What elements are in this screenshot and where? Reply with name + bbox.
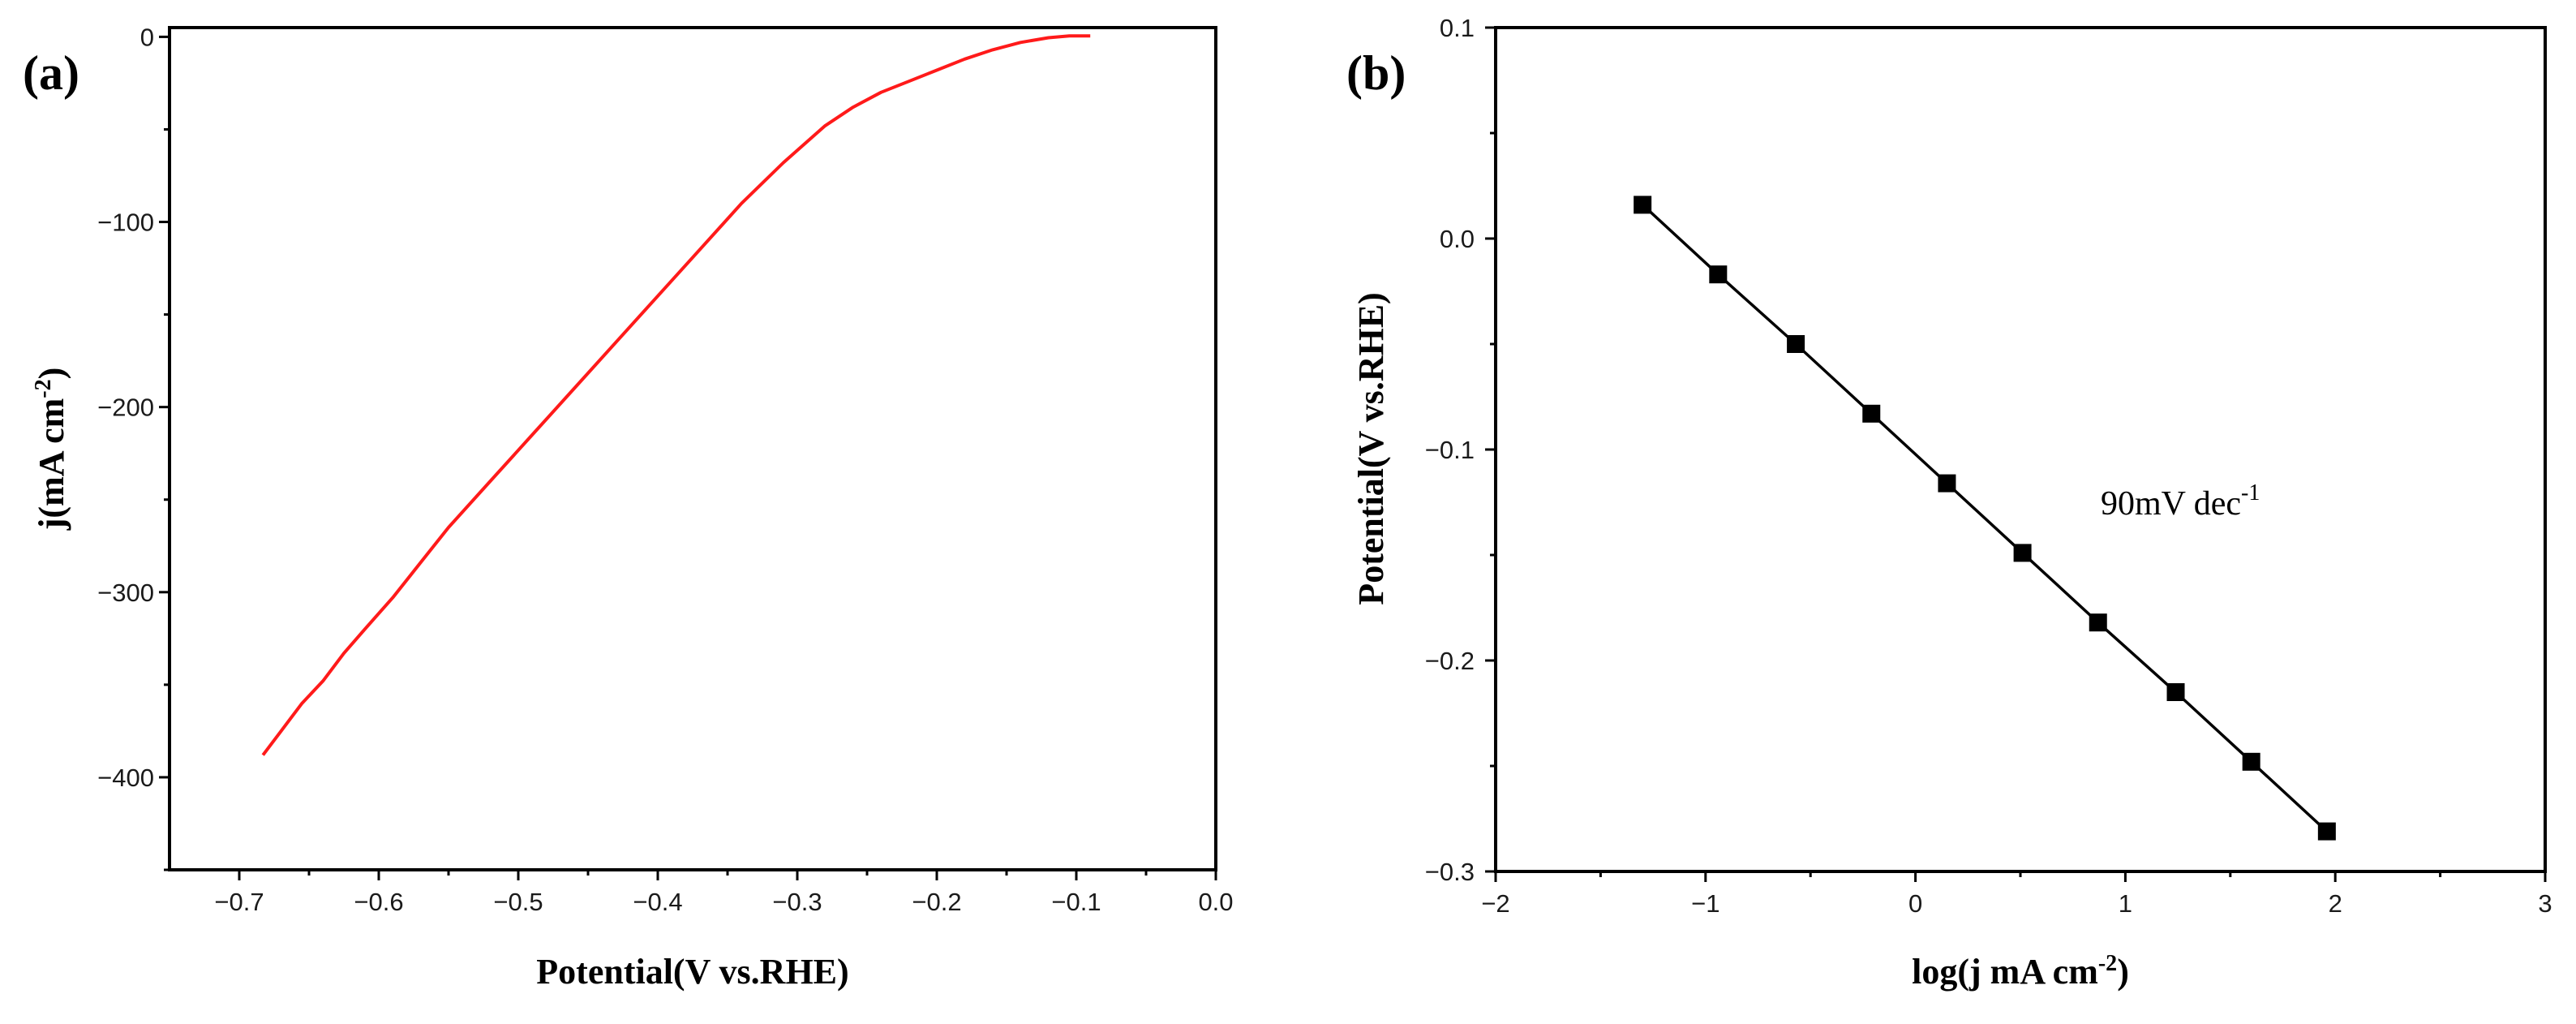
- panel-a-y-tick-label: −300: [97, 579, 154, 607]
- panel-b-slope-annotation: 90mV dec-1: [2101, 480, 2260, 523]
- panel-b-y-axis-title: Potential(V vs.RHE): [1351, 292, 1391, 605]
- panel-a-plot-frame: [168, 26, 1217, 871]
- panel-b-y-tick-label: 0.0: [1440, 225, 1475, 253]
- panel-b-x-tick-label: −2: [1481, 889, 1509, 918]
- panel-b-y-tick-label: −0.1: [1425, 436, 1475, 464]
- panel-b-series-line: [1642, 204, 2328, 833]
- panel-a-x-tick-label: −0.3: [772, 888, 822, 916]
- panel-b-data-point: [1634, 196, 1652, 214]
- panel-b-plot-frame: [1494, 26, 2547, 873]
- panel-b-y-tick-label: 0.1: [1440, 14, 1475, 42]
- panel-b-x-tick-label: 3: [2538, 889, 2552, 918]
- panel-a-x-axis-title: Potential(V vs.RHE): [536, 952, 848, 992]
- panel-b-y-ticks: 0.1 0.0 −0.1 −0.2 −0.3: [1425, 14, 1496, 886]
- panel-b-series: [1634, 196, 2336, 841]
- panel-a-x-tick-label: −0.2: [912, 888, 961, 916]
- panel-b-x-tick-label: 2: [2329, 889, 2342, 918]
- panel-b-data-point: [1862, 404, 1881, 423]
- panel-a-y-axis-title: j(mA cm-2): [31, 368, 71, 531]
- panel-b-x-title-sup: -2: [2098, 951, 2117, 976]
- panel-a-x-tick-label: −0.5: [493, 888, 543, 916]
- panel-b-data-point: [2242, 752, 2260, 771]
- panel-a-y-title-tail: ): [32, 368, 71, 380]
- panel-a-y-tick-label: −200: [97, 394, 154, 422]
- panel-b-y-tick-label: −0.2: [1425, 647, 1475, 675]
- panel-b-x-title-tail: ): [2117, 952, 2129, 992]
- panel-b: (b) −2 −1 0 1 2 3 0.1 0.0 −0.1 −0.2 −0.3 90mV dec…: [1346, 14, 2552, 992]
- panel-a-x-ticks: −0.7 −0.6 −0.5 −0.4 −0.3 −0.2 −0.1 0.0: [214, 870, 1234, 916]
- panel-b-data-point: [1709, 265, 1728, 284]
- panel-a-x-tick-label: −0.7: [214, 888, 264, 916]
- panel-b-data-point: [2166, 683, 2185, 701]
- panel-b-x-title-main: log(j mA cm: [1912, 952, 2098, 992]
- panel-a-y-tick-label: −100: [97, 209, 154, 237]
- panel-a-y-title-main: j(mA cm: [32, 398, 71, 531]
- panel-a-x-tick-label: −0.4: [633, 888, 682, 916]
- panel-b-annotation-main: 90mV dec: [2101, 485, 2241, 523]
- panel-b-data-point: [2089, 613, 2107, 632]
- panel-b-annotation-sup: -1: [2241, 480, 2260, 506]
- panel-a-series-line: [261, 34, 1091, 756]
- panel-a-label: (a): [23, 46, 79, 100]
- panel-a-series: [261, 34, 1091, 756]
- panel-b-data-point: [2317, 822, 2336, 841]
- panel-a-y-title-sup: -2: [31, 379, 56, 398]
- panel-a-y-tick-label: −400: [97, 764, 154, 792]
- panel-b-label: (b): [1346, 46, 1406, 100]
- panel-a-y-ticks: 0 −100 −200 −300 −400: [97, 23, 170, 871]
- panel-b-x-ticks: −2 −1 0 1 2 3: [1481, 871, 2552, 918]
- panel-a-x-tick-label: 0.0: [1198, 888, 1233, 916]
- panel-b-x-tick-label: −1: [1691, 889, 1719, 918]
- panel-a-x-tick-label: −0.6: [354, 888, 403, 916]
- panel-b-data-point: [2013, 544, 2032, 562]
- panel-b-y-tick-label: −0.3: [1425, 858, 1475, 886]
- panel-b-data-point: [1787, 335, 1805, 353]
- panel-a: (a) −0.7 −0.6 −0.5 −0.4 −0.3 −0.2 −0.1 0.0 0 −10…: [23, 23, 1234, 992]
- panel-b-x-tick-label: 1: [2119, 889, 2132, 918]
- panel-b-x-axis-title: log(j mA cm-2): [1912, 951, 2129, 992]
- panel-b-x-tick-label: 0: [1908, 889, 1922, 918]
- panel-a-y-tick-label: 0: [140, 23, 154, 51]
- panel-b-data-point: [1938, 474, 1956, 493]
- panel-a-x-tick-label: −0.1: [1051, 888, 1101, 916]
